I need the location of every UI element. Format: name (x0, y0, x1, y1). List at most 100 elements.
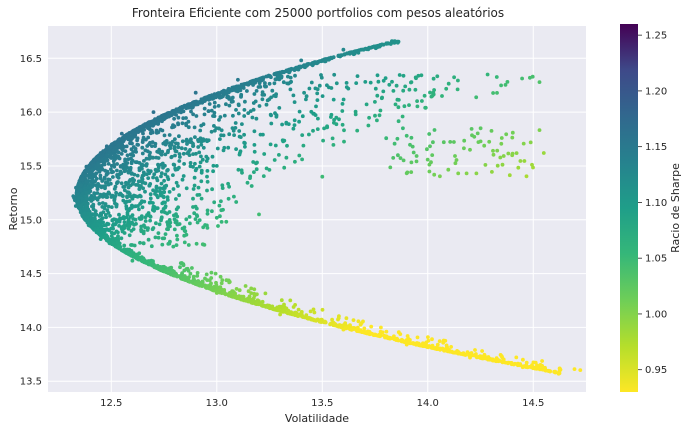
scatter-point (191, 144, 196, 148)
scatter-point (395, 136, 400, 141)
scatter-point (125, 195, 129, 200)
scatter-point (146, 176, 151, 181)
scatter-point (257, 212, 261, 217)
scatter-point (463, 352, 468, 357)
scatter-point (279, 298, 284, 303)
scatter-point (315, 87, 320, 92)
scatter-point (142, 127, 147, 132)
scatter-point (173, 166, 178, 171)
scatter-point (373, 113, 377, 118)
scatter-point (135, 138, 140, 143)
scatter-point (468, 355, 472, 360)
scatter-point (392, 334, 396, 339)
scatter-point (140, 151, 145, 156)
scatter-point (109, 170, 114, 175)
scatter-point (119, 171, 124, 176)
scatter-point (278, 312, 282, 317)
colorbar-tick-label: 1.05 (645, 254, 667, 265)
scatter-point (482, 352, 487, 357)
scatter-point (144, 156, 149, 161)
scatter-point (153, 141, 158, 146)
scatter-point (148, 196, 153, 201)
scatter-point (135, 127, 140, 131)
scatter-point (330, 136, 335, 141)
scatter-point (187, 215, 192, 219)
scatter-point (242, 132, 247, 137)
scatter-point (148, 150, 152, 155)
scatter-point (127, 247, 132, 252)
scatter-point (385, 335, 390, 340)
scatter-point (415, 99, 419, 103)
scatter-point (110, 218, 115, 223)
scatter-point (239, 85, 243, 90)
scatter-point (254, 89, 259, 93)
scatter-point (503, 83, 508, 87)
scatter-point (103, 180, 108, 185)
scatter-point (281, 308, 286, 313)
scatter-point (118, 192, 123, 197)
scatter-point (141, 138, 145, 143)
scatter-point (252, 149, 257, 154)
scatter-point (344, 316, 349, 321)
scatter-point (315, 98, 320, 102)
scatter-point (158, 189, 163, 194)
scatter-point (291, 305, 296, 309)
scatter-point (171, 270, 176, 275)
scatter-point (393, 102, 398, 107)
scatter-point (105, 195, 110, 200)
x-tick-label: 13.0 (206, 398, 228, 409)
scatter-point (99, 154, 103, 159)
scatter-point (154, 184, 159, 189)
scatter-point (205, 169, 210, 173)
scatter-point (163, 172, 168, 177)
scatter-point (217, 288, 222, 293)
scatter-point (148, 182, 153, 186)
scatter-point (242, 140, 247, 145)
colorbar-tick-label: 1.15 (645, 142, 667, 153)
scatter-point (92, 222, 97, 227)
scatter-point (272, 81, 277, 86)
scatter-point (373, 100, 377, 104)
scatter-point (401, 158, 406, 163)
scatter-point (236, 77, 240, 82)
scatter-point (293, 159, 297, 164)
scatter-point (180, 177, 185, 182)
scatter-point (313, 60, 317, 65)
scatter-point (105, 208, 110, 213)
scatter-point (231, 113, 235, 118)
scatter-point (424, 340, 429, 345)
scatter-point (128, 139, 133, 143)
scatter-point (320, 319, 325, 323)
scatter-point (102, 206, 107, 211)
scatter-point (245, 180, 250, 185)
scatter-point (152, 172, 157, 177)
scatter-point (148, 218, 153, 223)
scatter-point (407, 87, 412, 92)
scatter-point (158, 186, 162, 191)
scatter-point (370, 45, 375, 50)
scatter-point (474, 95, 479, 100)
scatter-point (156, 162, 160, 167)
scatter-point (171, 173, 175, 178)
scatter-point (342, 128, 346, 133)
scatter-point (273, 143, 278, 148)
scatter-point (178, 109, 183, 114)
scatter-point (137, 187, 142, 192)
scatter-point (218, 115, 223, 119)
scatter-point (189, 109, 193, 114)
scatter-point (191, 112, 196, 117)
scatter-point (422, 93, 427, 98)
scatter-point (101, 210, 106, 215)
scatter-point (288, 298, 293, 303)
scatter-point (177, 193, 182, 198)
scatter-point (191, 277, 196, 282)
scatter-point (262, 93, 267, 97)
scatter-point (93, 179, 97, 184)
scatter-point (202, 106, 207, 111)
scatter-point (116, 154, 121, 159)
scatter-point (173, 112, 177, 116)
scatter-point (401, 88, 406, 93)
scatter-point (214, 291, 219, 295)
scatter-point (408, 142, 412, 147)
